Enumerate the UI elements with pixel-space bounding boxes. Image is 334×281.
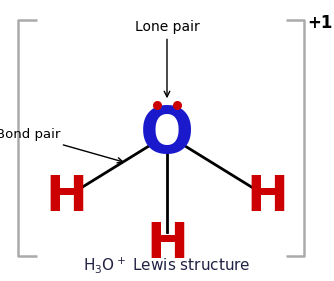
Text: H: H — [146, 221, 188, 268]
Text: H: H — [46, 173, 88, 221]
Text: O: O — [140, 104, 194, 166]
Text: Lone pair: Lone pair — [135, 20, 199, 97]
Text: Bond pair: Bond pair — [0, 128, 123, 163]
Text: +1: +1 — [307, 14, 332, 32]
Text: H: H — [246, 173, 288, 221]
Text: H$_3$O$^+$ Lewis structure: H$_3$O$^+$ Lewis structure — [83, 255, 251, 275]
